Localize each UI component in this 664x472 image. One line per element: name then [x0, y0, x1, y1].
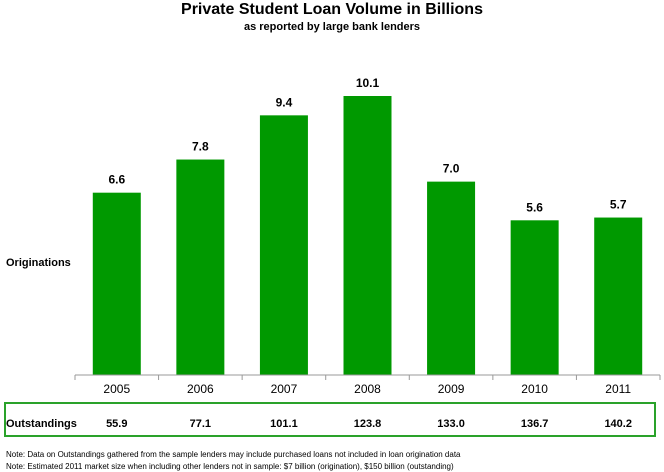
x-tick-label-2006: 2006 [187, 382, 214, 396]
x-tick-label-2005: 2005 [103, 382, 130, 396]
x-tick-labels-group: 2005 2006 2007 2008 2009 2010 2011 [103, 382, 631, 396]
outstandings-value-2010: 136.7 [520, 418, 549, 430]
data-label-2009: 7.0 [443, 162, 460, 176]
data-label-2007: 9.4 [276, 95, 293, 109]
data-label-2010: 5.6 [526, 200, 543, 214]
outstandings-value-2009: 133.0 [437, 418, 465, 430]
bar-2007 [259, 115, 308, 375]
x-tick-label-2008: 2008 [354, 382, 381, 396]
bar-2008 [343, 96, 392, 375]
x-tick-label-2010: 2010 [521, 382, 548, 396]
x-tick-label-2009: 2009 [438, 382, 465, 396]
data-label-2005: 6.6 [108, 173, 125, 187]
note-2: Note: Estimated 2011 market size when in… [6, 462, 454, 471]
outstandings-value-2008: 123.8 [353, 418, 382, 430]
chart-subtitle: as reported by large bank lenders [243, 21, 421, 33]
bar-2006 [176, 159, 225, 375]
bars-group [92, 96, 643, 375]
x-ticks-group [74, 375, 661, 380]
outstandings-box [4, 402, 656, 437]
x-tick-label-2011: 2011 [605, 382, 631, 396]
bar-2009 [427, 181, 476, 375]
chart-title: Private Student Loan Volume in Billions [181, 1, 483, 18]
data-label-2006: 7.8 [192, 140, 209, 154]
data-label-2008: 10.1 [356, 76, 380, 90]
outstandings-value-2007: 101.1 [270, 418, 298, 430]
originations-row-label: Originations [6, 257, 71, 269]
outstandings-value-2006: 77.1 [189, 418, 212, 430]
data-label-2011: 5.7 [610, 198, 627, 212]
data-labels-group: 6.6 7.8 9.4 10.1 7.0 5.6 5.7 [108, 76, 626, 214]
outstandings-value-2011: 140.2 [604, 418, 632, 430]
note-1: Note: Data on Outstandings gathered from… [6, 450, 461, 459]
bar-chart: 6.67.89.410.17.05.6 5.7 2005 2006 2007 2008 2… [74, 76, 661, 396]
outstandings-row-label: Outstandings [6, 418, 77, 430]
outstandings-value-2005: 55.9 [106, 418, 128, 430]
bar-2011 [594, 217, 643, 375]
bar-2010 [510, 220, 559, 375]
bar-2005 [92, 192, 141, 375]
x-tick-label-2007: 2007 [271, 382, 298, 396]
